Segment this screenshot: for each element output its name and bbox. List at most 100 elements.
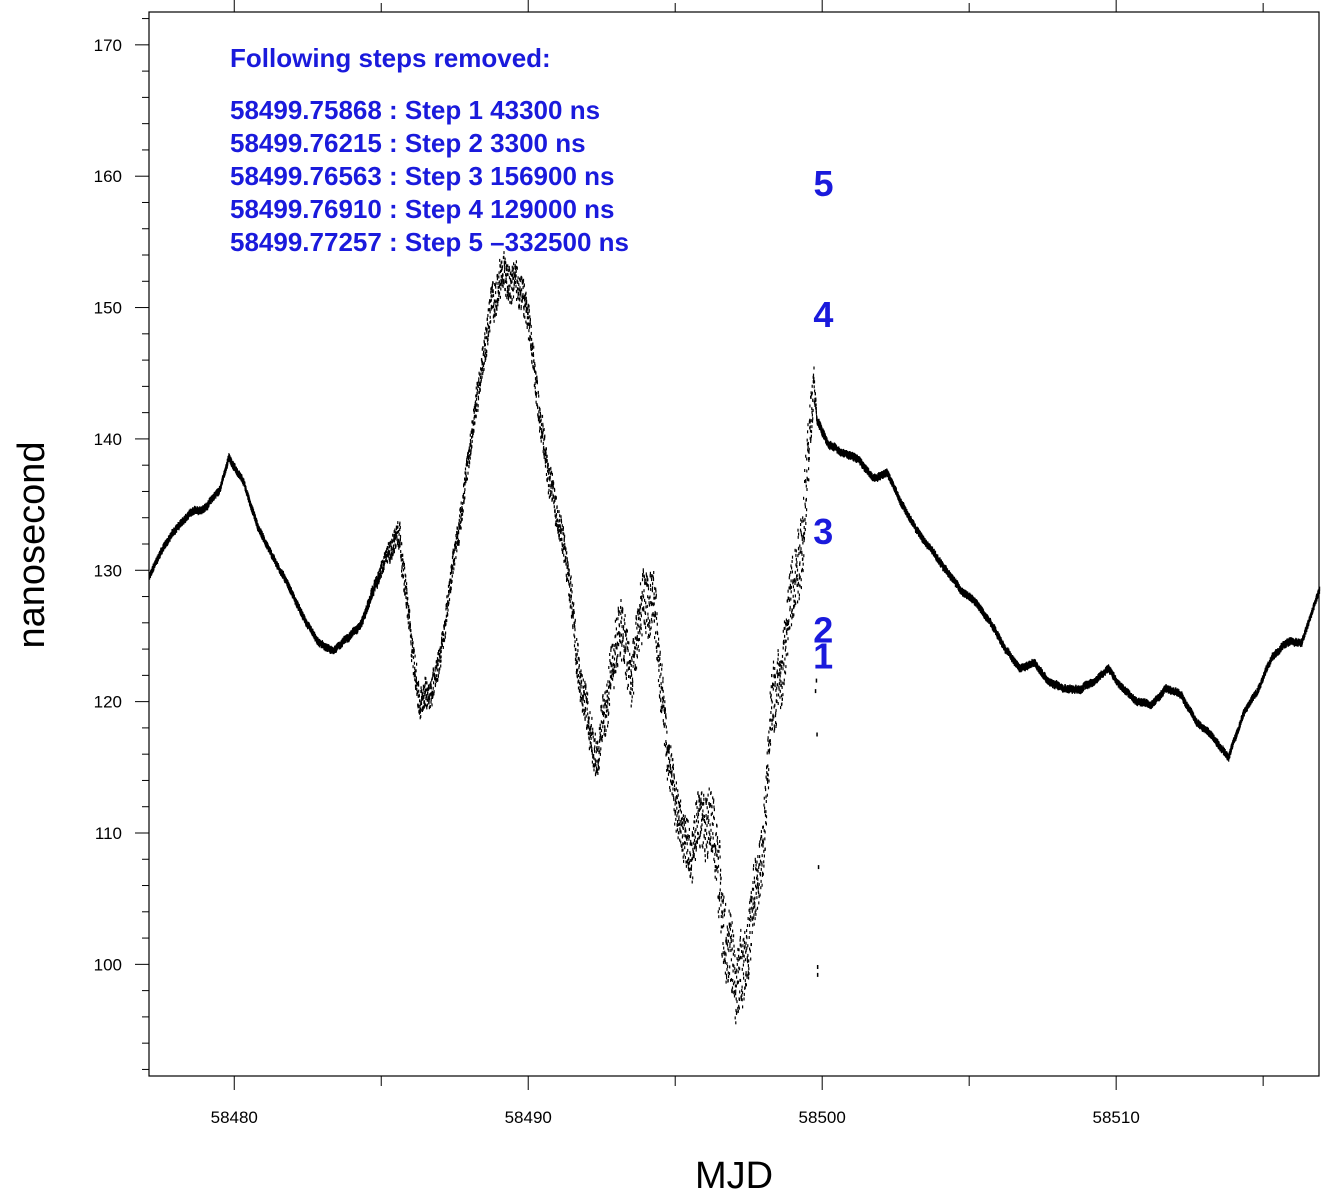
data-point <box>615 642 617 646</box>
data-point <box>720 895 723 899</box>
data-point <box>651 574 653 577</box>
data-point <box>401 569 403 573</box>
data-point <box>621 643 623 647</box>
data-point <box>734 980 736 984</box>
data-point <box>506 265 508 269</box>
data-point <box>620 609 622 613</box>
data-point <box>599 738 601 742</box>
data-point <box>450 590 452 594</box>
data-point <box>538 410 540 414</box>
data-point <box>399 525 401 529</box>
data-point <box>636 626 638 630</box>
data-point <box>445 622 447 626</box>
data-point <box>568 573 570 577</box>
data-point <box>616 657 618 661</box>
data-point <box>730 940 732 944</box>
data-point <box>785 630 788 634</box>
data-point <box>756 906 759 910</box>
data-point <box>675 796 677 800</box>
data-point <box>693 841 695 845</box>
data-point <box>575 654 577 658</box>
data-point <box>711 811 713 815</box>
data-point <box>517 287 519 291</box>
data-point <box>716 839 718 843</box>
data-point <box>221 480 223 485</box>
data-point <box>776 661 778 665</box>
data-point <box>547 491 549 495</box>
data-point <box>563 536 565 540</box>
data-point <box>653 602 655 606</box>
data-point <box>608 691 610 695</box>
data-point <box>750 957 752 961</box>
data-point <box>748 908 750 912</box>
data-point <box>586 691 588 695</box>
data-point <box>722 898 724 902</box>
data-point <box>751 896 753 900</box>
data-point <box>548 470 550 474</box>
data-point <box>430 698 432 702</box>
data-point <box>630 671 632 675</box>
data-point <box>588 747 590 751</box>
data-point <box>631 673 633 677</box>
data-point <box>652 576 654 580</box>
data-point <box>623 644 625 648</box>
data-point <box>696 806 698 810</box>
data-point <box>540 439 542 443</box>
data-point <box>616 632 618 636</box>
data-point <box>555 520 557 524</box>
data-point <box>395 525 397 529</box>
data-point <box>588 716 590 720</box>
data-point <box>411 654 413 658</box>
data-point <box>562 526 564 530</box>
data-point <box>630 669 632 673</box>
data-point <box>364 614 366 619</box>
data-point <box>633 641 635 645</box>
data-point <box>448 601 450 605</box>
data-point <box>756 886 758 890</box>
data-point <box>334 648 336 653</box>
data-point <box>518 283 520 287</box>
data-point <box>432 674 434 678</box>
data-point <box>717 864 720 868</box>
data-point <box>735 989 737 993</box>
data-point <box>743 992 745 996</box>
data-point <box>397 521 399 525</box>
data-point <box>678 801 681 805</box>
data-point <box>402 568 405 572</box>
data-point <box>558 536 560 540</box>
data-point <box>525 320 527 324</box>
data-point <box>674 812 676 816</box>
data-point <box>593 768 595 772</box>
data-point <box>587 720 589 724</box>
data-point <box>782 667 784 671</box>
data-point <box>457 533 459 537</box>
data-point <box>373 591 375 596</box>
data-point <box>368 603 370 607</box>
data-point <box>668 746 670 750</box>
data-point <box>729 925 731 929</box>
data-point <box>418 694 420 698</box>
data-point <box>658 684 660 688</box>
data-point <box>462 502 464 505</box>
data-point <box>588 737 590 741</box>
data-point <box>718 915 720 919</box>
data-point <box>742 972 745 976</box>
data-point <box>774 681 776 685</box>
data-point <box>446 595 448 599</box>
data-point <box>623 649 625 653</box>
data-point <box>717 849 719 853</box>
data-point <box>683 819 685 823</box>
data-point <box>711 847 713 851</box>
data-point <box>662 700 664 704</box>
data-point <box>555 496 557 500</box>
data-point <box>402 558 404 562</box>
data-point <box>629 675 631 679</box>
data-point <box>581 700 583 704</box>
data-point <box>675 787 677 791</box>
data-point <box>604 726 606 730</box>
data-point <box>716 854 718 857</box>
data-point <box>389 544 391 548</box>
data-point <box>507 297 509 301</box>
data-point <box>375 583 377 587</box>
data-point <box>635 666 638 670</box>
